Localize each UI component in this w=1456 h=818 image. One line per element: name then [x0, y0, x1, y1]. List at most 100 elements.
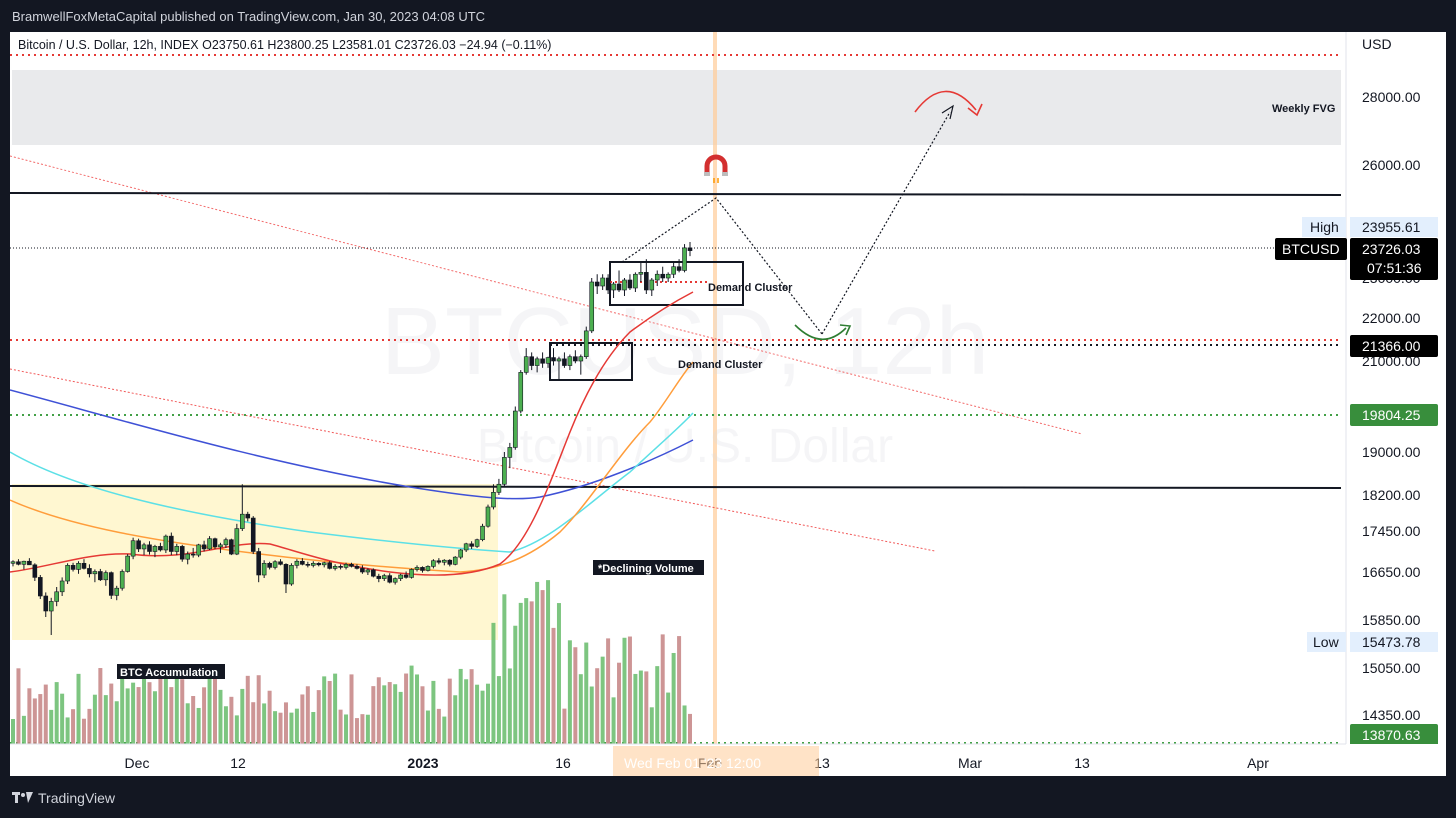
- volume-bar: [316, 690, 321, 744]
- candle-body: [600, 277, 605, 287]
- candle-body: [485, 506, 491, 527]
- volume-bar: [425, 710, 430, 744]
- chart-frame[interactable]: BTCUSD, 12h Bitcoin / U.S. Dollar: [10, 32, 1446, 776]
- declining-volume-badge: [593, 560, 704, 575]
- volume-bar: [617, 662, 622, 744]
- candle-body: [387, 575, 393, 583]
- volume-bar: [152, 691, 157, 744]
- candle-body: [622, 279, 627, 291]
- tradingview-logo-icon: [12, 792, 33, 803]
- candle-body: [551, 357, 556, 362]
- chart-canvas[interactable]: BTCUSD, 12h Bitcoin / U.S. Dollar: [10, 32, 1446, 776]
- level-21366-value: 21366.00: [1362, 338, 1421, 354]
- candle-body: [27, 560, 32, 566]
- volume-bar: [589, 686, 594, 744]
- volume-bar: [688, 713, 692, 744]
- candle-body: [534, 358, 540, 366]
- candle-body: [283, 564, 289, 585]
- candlesticks: [10, 242, 693, 635]
- volume-bar: [371, 686, 376, 744]
- candle-body: [196, 544, 201, 556]
- volume-bar: [540, 590, 545, 744]
- volume-bar: [38, 694, 43, 744]
- candle-body: [207, 538, 212, 550]
- candle-body: [152, 546, 158, 552]
- volume-bar: [114, 701, 119, 744]
- candle-body: [365, 569, 371, 573]
- candle-body: [452, 556, 458, 565]
- candle-body: [10, 561, 16, 564]
- volume-bar: [92, 694, 97, 744]
- bounce-arrowhead-icon: [839, 324, 852, 336]
- volume-bar: [611, 697, 616, 744]
- price-axis-ticks: 28000.0026000.0023000.0022000.0021000.00…: [1362, 89, 1421, 723]
- volume-bar: [365, 714, 370, 744]
- volume-bar: [502, 594, 507, 744]
- declining-volume-label: *Declining Volume: [598, 563, 694, 575]
- candle-body: [545, 357, 551, 364]
- candle-body: [103, 572, 109, 581]
- volume-bar: [180, 679, 185, 744]
- volume-bar: [491, 622, 496, 744]
- volume-bar: [251, 702, 256, 744]
- candle-body: [491, 492, 496, 508]
- candle-body: [644, 272, 649, 291]
- candle-body: [627, 279, 633, 289]
- price-tick-label: 16650.00: [1362, 564, 1421, 580]
- projection-arrowhead-icon: [941, 104, 954, 120]
- low-value: 15473.78: [1362, 634, 1421, 650]
- volume-bar: [49, 709, 54, 744]
- volume-bar: [81, 718, 86, 744]
- crosshair-time-badge: [613, 746, 819, 776]
- volume-bar: [289, 712, 294, 744]
- volume-bar: [458, 668, 463, 744]
- candle-body: [147, 544, 152, 552]
- candle-body: [240, 513, 245, 529]
- time-tick-label: 12: [230, 755, 246, 771]
- candle-body: [310, 562, 316, 566]
- volume-bar: [60, 693, 65, 744]
- candle-body: [179, 546, 185, 560]
- level-19804-value: 19804.25: [1362, 407, 1421, 423]
- candle-body: [163, 535, 169, 551]
- price-tick-label: 15050.00: [1362, 660, 1421, 676]
- tradingview-logo[interactable]: TradingView: [12, 790, 115, 806]
- candle-body: [125, 555, 130, 572]
- candle-body: [338, 566, 343, 568]
- ma-red-line: [10, 291, 694, 576]
- volume-bar: [191, 696, 196, 744]
- candle-body: [321, 562, 327, 566]
- volume-bar: [43, 684, 48, 744]
- volume-bar: [584, 642, 589, 744]
- volume-bar: [436, 708, 441, 744]
- candle-body: [589, 281, 595, 332]
- volume-bar: [311, 712, 316, 744]
- volume-bar: [240, 688, 245, 744]
- candle-body: [474, 539, 480, 547]
- candle-body: [567, 356, 573, 366]
- candle-body: [583, 330, 589, 357]
- volume-bar: [638, 670, 643, 744]
- candle-body: [403, 574, 409, 578]
- level-13870-value: 13870.63: [1362, 727, 1421, 743]
- volume-bar: [32, 698, 37, 744]
- candle-body: [354, 566, 360, 569]
- footer-bar: TradingView: [0, 778, 1456, 818]
- candle-body: [223, 539, 229, 546]
- candle-body: [573, 356, 578, 362]
- volume-bar: [398, 691, 403, 744]
- volume-bar: [382, 685, 387, 744]
- volume-bar: [109, 683, 114, 744]
- candle-body: [649, 279, 655, 291]
- volume-bar: [496, 676, 501, 744]
- high-value-bg: [1350, 217, 1438, 237]
- candle-body: [381, 575, 387, 579]
- candle-body: [512, 410, 518, 448]
- volume-bar: [169, 687, 174, 744]
- candle-body: [250, 517, 256, 552]
- candle-body: [360, 568, 365, 573]
- volume-bar: [469, 669, 474, 744]
- candle-body: [523, 356, 529, 373]
- volume-bar: [218, 689, 223, 744]
- candle-body: [480, 525, 485, 541]
